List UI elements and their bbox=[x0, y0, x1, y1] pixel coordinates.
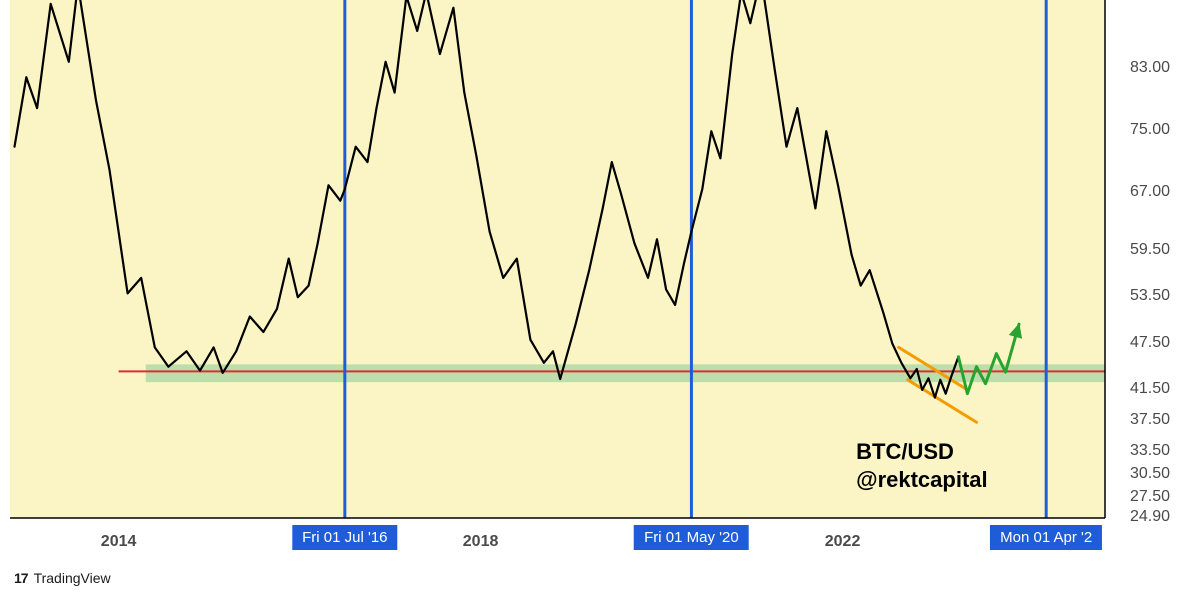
x-axis-event-badge: Fri 01 May '20 bbox=[634, 525, 749, 550]
x-axis-tick: 2018 bbox=[463, 533, 499, 551]
tradingview-logo-icon: 17 bbox=[14, 570, 28, 586]
y-axis-tick: 83.00 bbox=[1130, 59, 1170, 77]
x-axis-tick: 2014 bbox=[101, 533, 137, 551]
annotation-symbol: BTC/USD bbox=[856, 438, 988, 466]
y-axis-tick: 53.50 bbox=[1130, 287, 1170, 305]
y-axis-tick: 37.50 bbox=[1130, 411, 1170, 429]
annotation-author: @rektcapital bbox=[856, 466, 988, 494]
y-axis-tick: 27.50 bbox=[1130, 488, 1170, 506]
y-axis-tick: 33.50 bbox=[1130, 442, 1170, 460]
y-axis-tick: 41.50 bbox=[1130, 380, 1170, 398]
y-axis-tick: 30.50 bbox=[1130, 465, 1170, 483]
chart-annotation: BTC/USD @rektcapital bbox=[856, 438, 988, 493]
tradingview-branding[interactable]: 17 TradingView bbox=[14, 570, 111, 586]
y-axis-tick: 24.90 bbox=[1130, 508, 1170, 526]
x-axis-tick: 2022 bbox=[825, 533, 861, 551]
price-chart[interactable] bbox=[0, 0, 1200, 600]
y-axis-tick: 47.50 bbox=[1130, 334, 1170, 352]
x-axis-event-badge: Fri 01 Jul '16 bbox=[292, 525, 397, 550]
y-axis-tick: 59.50 bbox=[1130, 241, 1170, 259]
y-axis-tick: 75.00 bbox=[1130, 121, 1170, 139]
y-axis-tick: 67.00 bbox=[1130, 183, 1170, 201]
x-axis-event-badge: Mon 01 Apr '2 bbox=[990, 525, 1102, 550]
tradingview-label: TradingView bbox=[34, 570, 111, 586]
